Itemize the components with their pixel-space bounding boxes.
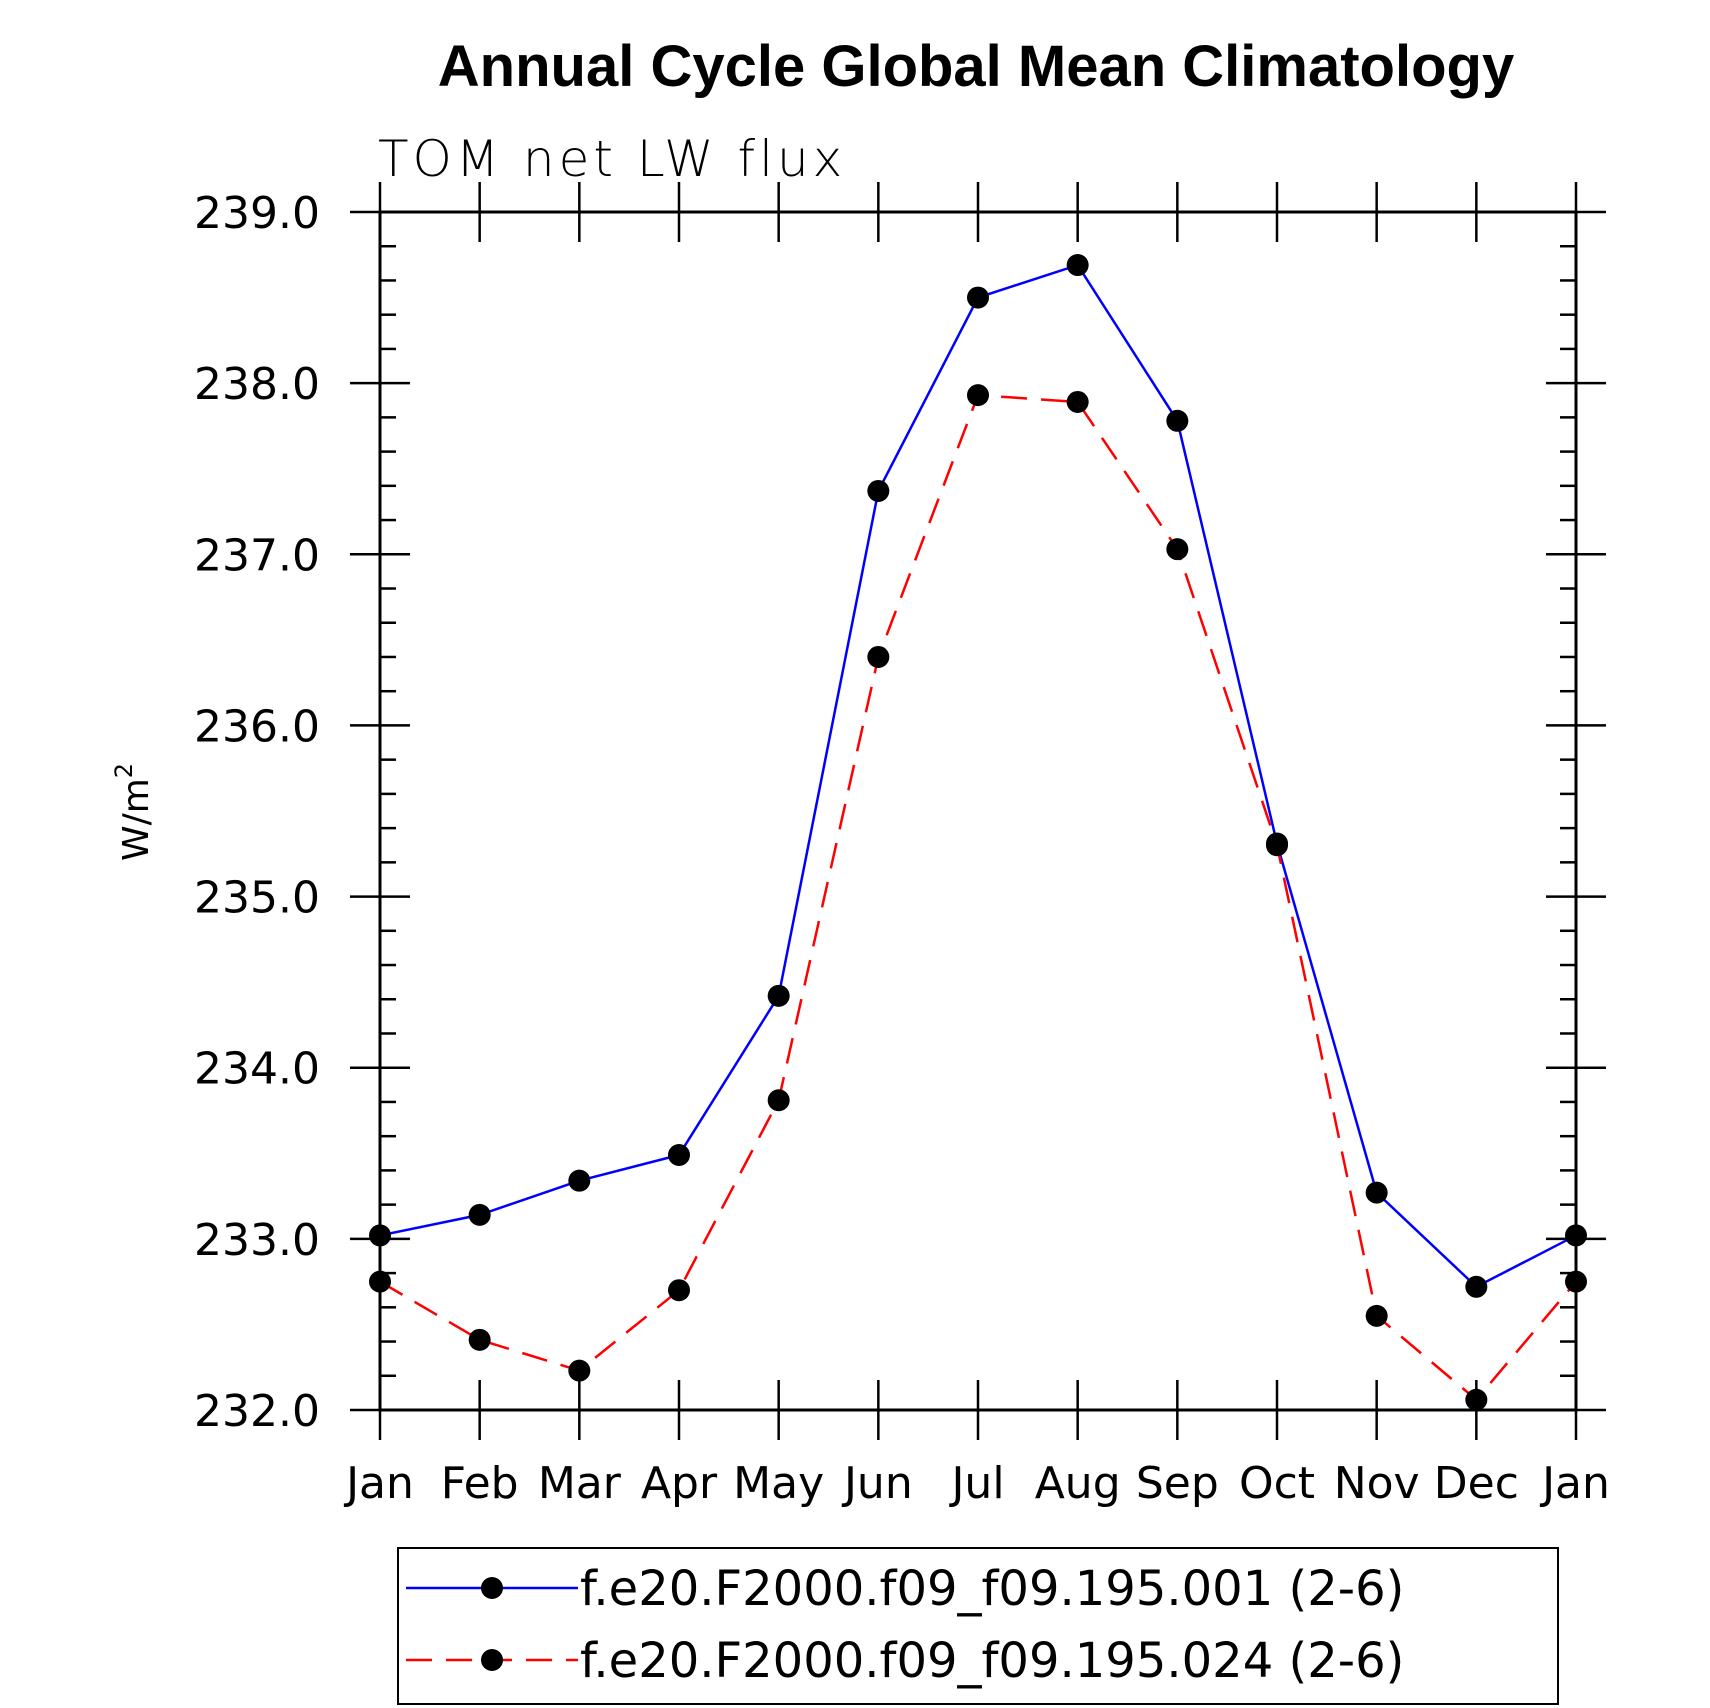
x-tick-label: May: [733, 1458, 824, 1509]
y-tick-label: 233.0: [194, 1215, 320, 1266]
series-1-point: [568, 1169, 591, 1192]
x-tick-label: Feb: [441, 1458, 519, 1509]
x-tick-label: Sep: [1136, 1458, 1219, 1509]
series-2-point: [1565, 1270, 1587, 1293]
x-tick-label: Nov: [1334, 1458, 1420, 1509]
legend-box: [397, 1547, 1559, 1705]
series-2-point: [468, 1328, 491, 1351]
series-2-point: [867, 645, 890, 668]
series-2-point: [767, 1089, 790, 1112]
series-layer: [369, 254, 1587, 1411]
series-1-point: [1166, 409, 1189, 432]
x-tick-label: Mar: [538, 1458, 622, 1509]
series-1-point: [967, 286, 989, 309]
chart-subtitle: TOM net LW flux: [378, 130, 846, 188]
series-1-point: [1565, 1224, 1587, 1247]
y-tick-label: 234.0: [194, 1044, 320, 1095]
series-2-point: [1266, 834, 1288, 857]
x-axis: Jan Feb Mar Apr May Jun Jul Aug Sep Oct Nov Dec Jan: [343, 182, 1610, 1509]
series-line-1: [379, 263, 1577, 1289]
series-2-point: [1465, 1388, 1488, 1411]
legend-marker-2: [481, 1649, 503, 1671]
legend-label-2: f.e20.F2000.f09_f09.195.024 (2-6): [580, 1633, 1404, 1689]
series-1-point: [1365, 1181, 1388, 1204]
series-2-point: [1066, 390, 1089, 413]
legend-marker-1: [481, 1577, 503, 1599]
y-tick-label: 235.0: [194, 873, 320, 924]
x-tick-label: Aug: [1035, 1458, 1121, 1509]
y-axis-label: W/m2: [110, 763, 157, 861]
chart-title: Annual Cycle Global Mean Climatology: [438, 34, 1514, 99]
legend: f.e20.F2000.f09_f09.195.001 (2-6) f.e20.F…: [397, 1547, 1559, 1705]
series-1-point: [1465, 1275, 1488, 1298]
series-2-point: [967, 384, 989, 407]
x-tick-label: Jan: [1539, 1458, 1610, 1509]
series-1-point: [668, 1143, 690, 1166]
series-2-point: [668, 1279, 690, 1302]
x-tick-label: Dec: [1434, 1458, 1519, 1509]
x-tick-label: Apr: [641, 1458, 718, 1509]
y-tick-label: 237.0: [194, 530, 320, 581]
y-tick-label: 239.0: [194, 188, 320, 239]
x-tick-label: Jun: [841, 1458, 913, 1509]
series-2-point: [1365, 1304, 1388, 1327]
series-1-point: [369, 1224, 391, 1247]
y-axis-label-base: W/m: [116, 778, 157, 861]
y-tick-label: 236.0: [194, 701, 320, 752]
series-1-point: [767, 984, 790, 1007]
legend-label-1: f.e20.F2000.f09_f09.195.001 (2-6): [580, 1561, 1404, 1617]
series-line-2: [379, 393, 1577, 1402]
series-2-point: [369, 1270, 391, 1293]
series-2-point: [568, 1359, 591, 1382]
series-1-point: [867, 479, 890, 502]
x-tick-label: Oct: [1239, 1458, 1315, 1509]
series-2-point: [1166, 538, 1189, 561]
x-tick-label: Jul: [948, 1458, 1004, 1509]
series-1-point: [468, 1203, 491, 1226]
y-tick-label: 238.0: [194, 359, 320, 410]
series-1-point: [1066, 254, 1089, 277]
y-axis: 232.0 233.0 234.0 235.0 236.0 237.0 238.0 239.0: [194, 188, 1606, 1437]
y-tick-label: 232.0: [194, 1386, 320, 1437]
y-axis-label-superscript: 2: [110, 763, 138, 778]
x-tick-label: Jan: [343, 1458, 414, 1509]
